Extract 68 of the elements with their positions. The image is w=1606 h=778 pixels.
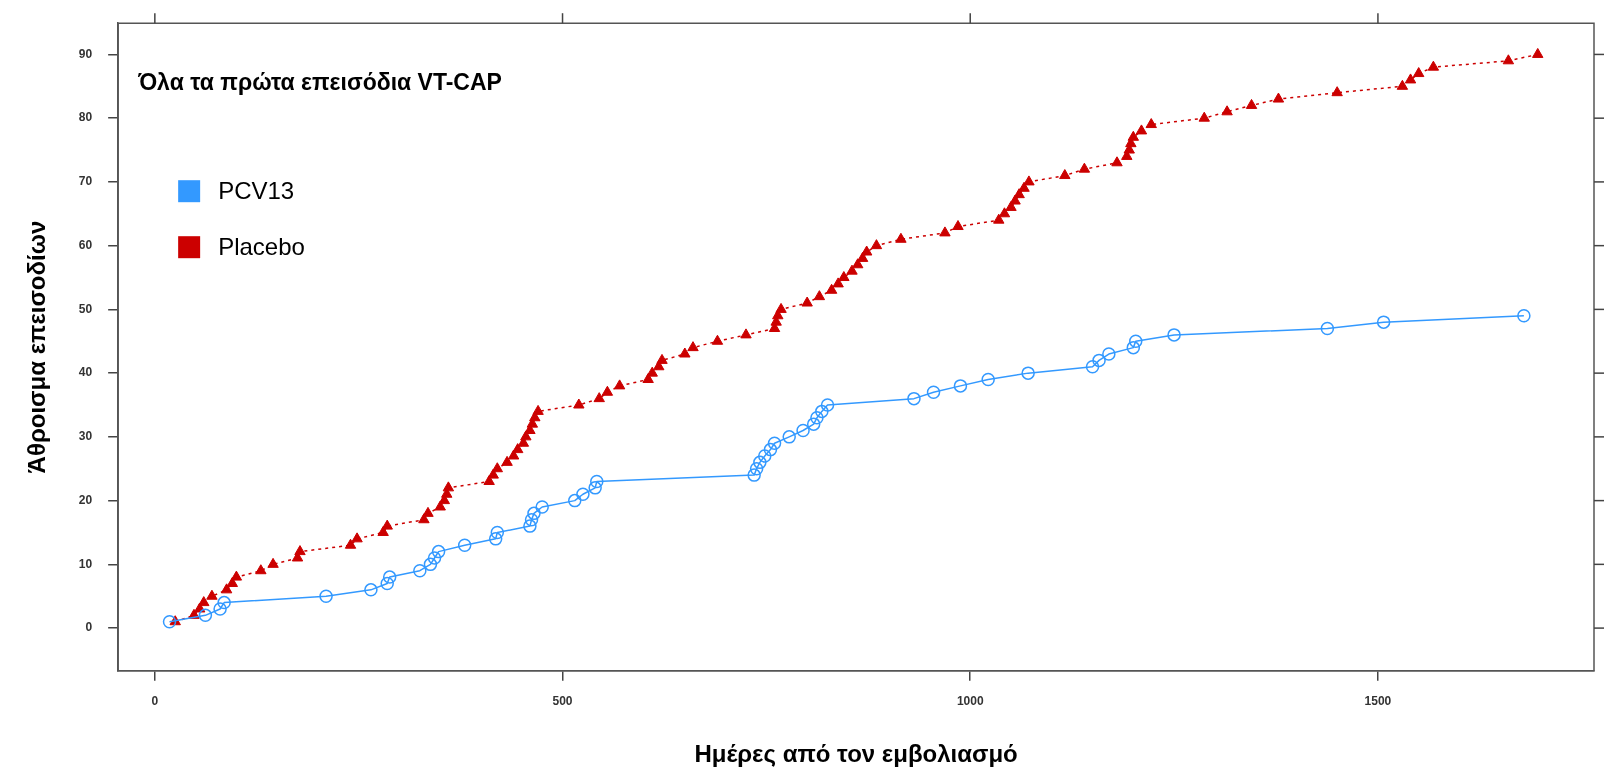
y-tick-label: 90 bbox=[78, 46, 93, 61]
point bbox=[213, 602, 227, 616]
point bbox=[820, 398, 835, 412]
point bbox=[1126, 340, 1141, 355]
point bbox=[815, 404, 829, 419]
point bbox=[749, 461, 764, 476]
point bbox=[1092, 353, 1106, 368]
point bbox=[490, 525, 505, 540]
point bbox=[431, 544, 446, 559]
point bbox=[413, 563, 427, 578]
point bbox=[588, 481, 602, 495]
point bbox=[1376, 315, 1391, 329]
point bbox=[527, 506, 541, 521]
point bbox=[747, 468, 761, 482]
text: Όλα τα πρώτα επεισόδια VT-CAP bbox=[137, 68, 502, 95]
point bbox=[907, 391, 921, 406]
point bbox=[1021, 366, 1035, 380]
point bbox=[782, 430, 796, 444]
point bbox=[380, 576, 394, 591]
y-axis-title: Άθροισμα επεισοδίων bbox=[23, 220, 51, 474]
x-tick-label: 500 bbox=[552, 694, 573, 709]
point bbox=[382, 570, 397, 584]
point bbox=[1102, 347, 1116, 361]
point bbox=[753, 455, 767, 470]
x-tick-label: 1500 bbox=[1364, 694, 1392, 709]
x-tick-label: 1000 bbox=[956, 694, 984, 709]
point bbox=[806, 417, 821, 431]
point bbox=[981, 372, 995, 387]
point bbox=[926, 385, 941, 400]
y-tick-label: 30 bbox=[78, 429, 93, 444]
point bbox=[198, 608, 213, 623]
point bbox=[763, 442, 778, 457]
point bbox=[319, 589, 333, 603]
point bbox=[217, 595, 231, 610]
y-tick-label: 0 bbox=[85, 620, 93, 635]
y-tick-label: 60 bbox=[78, 237, 93, 252]
legend-label: PCV13 bbox=[218, 176, 295, 204]
point bbox=[1167, 328, 1181, 342]
point bbox=[1129, 334, 1143, 349]
point bbox=[953, 379, 968, 393]
point bbox=[810, 411, 824, 425]
point bbox=[457, 538, 472, 552]
point bbox=[576, 487, 590, 501]
point bbox=[423, 557, 438, 572]
point bbox=[1085, 360, 1100, 374]
point bbox=[568, 493, 582, 508]
point bbox=[488, 532, 503, 546]
point bbox=[524, 512, 539, 527]
point bbox=[427, 551, 442, 565]
point bbox=[535, 500, 549, 514]
point bbox=[590, 474, 604, 489]
point bbox=[796, 423, 810, 438]
y-tick-label: 20 bbox=[78, 492, 93, 507]
y-tick-label: 80 bbox=[78, 110, 93, 125]
y-tick-label: 70 bbox=[78, 174, 93, 189]
point bbox=[523, 519, 537, 533]
y-tick-label: 40 bbox=[78, 365, 93, 380]
point bbox=[1320, 321, 1335, 336]
y-tick-label: 10 bbox=[78, 556, 93, 571]
point bbox=[758, 449, 772, 463]
point bbox=[162, 614, 177, 629]
point bbox=[767, 436, 782, 450]
point bbox=[364, 583, 378, 597]
x-tick-label: 0 bbox=[151, 694, 159, 709]
y-tick-label: 50 bbox=[78, 301, 93, 316]
x-axis-title: Ημέρες από τον εμβολιασμό bbox=[694, 740, 1018, 768]
point bbox=[1517, 309, 1531, 323]
legend-label: Placebo bbox=[218, 232, 305, 260]
